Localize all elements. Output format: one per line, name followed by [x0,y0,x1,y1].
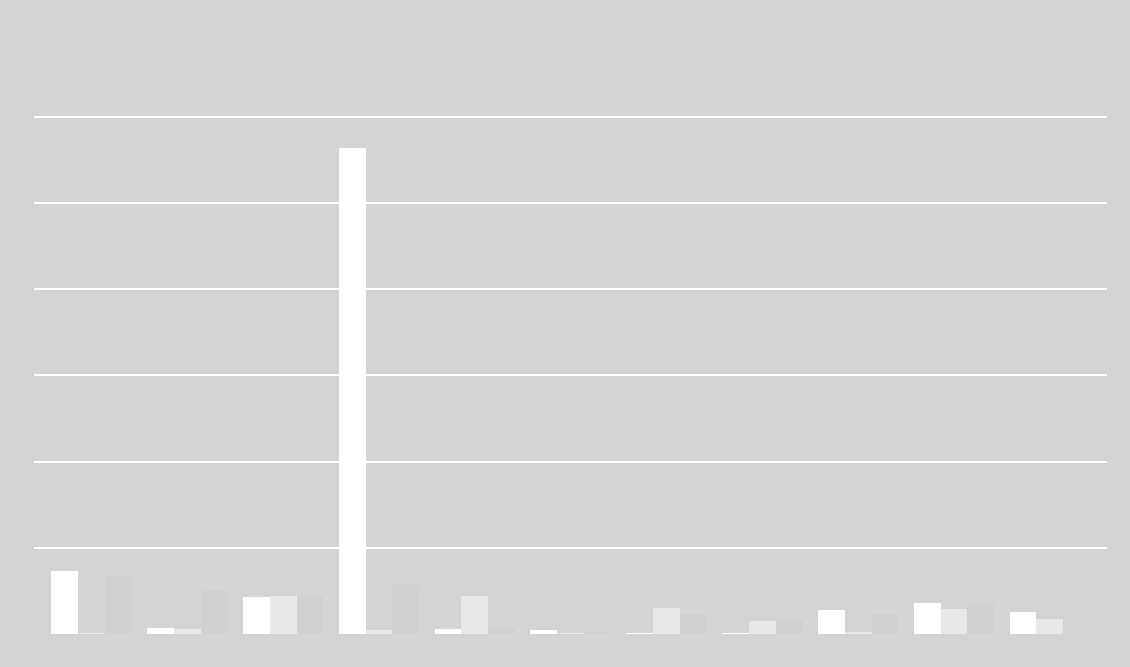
Bar [105,576,132,634]
Bar [488,628,515,634]
Bar [339,147,365,634]
Bar [749,620,776,634]
Bar [201,590,227,634]
Bar [818,610,845,634]
Bar [940,609,967,634]
Bar [78,633,105,634]
Bar [461,596,488,634]
Bar [296,596,323,634]
Bar [653,608,680,634]
Bar [967,604,994,634]
Bar [1009,612,1036,634]
Bar [914,603,940,634]
Bar [776,620,802,634]
Bar [174,630,201,634]
Bar [51,571,78,634]
Bar [147,628,174,634]
Bar [365,630,392,634]
Bar [435,629,461,634]
Bar [1063,633,1090,634]
Bar [871,614,898,634]
Bar [845,632,871,634]
Bar [530,630,557,634]
Bar [270,596,296,634]
Bar [392,584,419,634]
Bar [584,631,611,634]
Bar [243,597,270,634]
Bar [1036,619,1063,634]
Bar [680,614,706,634]
